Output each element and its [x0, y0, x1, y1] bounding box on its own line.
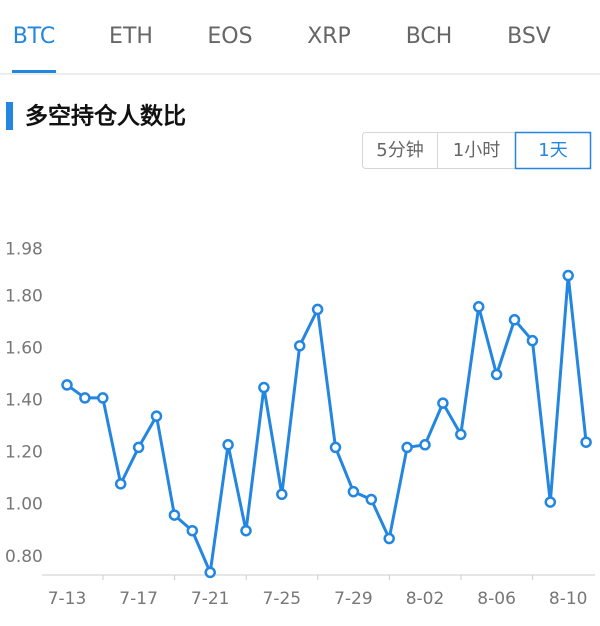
data-point — [258, 381, 270, 394]
tab-indicator — [12, 70, 56, 73]
data-point — [580, 436, 592, 448]
data-point — [544, 496, 557, 508]
data-point — [365, 493, 378, 506]
data-point — [329, 441, 342, 454]
data-point — [562, 269, 574, 282]
data-point — [383, 532, 395, 545]
data-point — [204, 566, 216, 579]
x-tick-label: 8-02 — [406, 589, 445, 609]
section-title: 多空持仓人数比 — [25, 103, 186, 130]
x-tick-label: 7-13 — [48, 589, 87, 609]
data-point — [114, 478, 127, 490]
y-tick-label: 1.00 — [5, 495, 43, 515]
data-point — [186, 524, 199, 537]
x-tick-label: 7-21 — [191, 589, 230, 609]
y-tick-label: 1.40 — [5, 391, 43, 411]
data-point — [437, 397, 449, 409]
data-point — [150, 410, 163, 422]
data-point — [79, 392, 91, 404]
button-active — [514, 131, 592, 170]
range-button[interactable]: 1小时 — [453, 140, 500, 161]
title-marker — [6, 102, 13, 130]
data-point — [97, 392, 109, 404]
range-button[interactable]: 1天 — [538, 140, 567, 161]
tab[interactable]: BTC — [13, 24, 56, 49]
data-point — [508, 314, 521, 326]
tab[interactable]: XRP — [307, 24, 351, 49]
data-point — [222, 439, 234, 451]
data-point — [455, 428, 467, 441]
range-button[interactable]: 5分钟 — [376, 140, 423, 161]
data-point — [240, 524, 252, 537]
data-point — [419, 439, 431, 451]
x-tick-label: 8-06 — [477, 589, 516, 609]
x-tick-label: 7-29 — [334, 589, 373, 609]
data-point — [168, 509, 181, 521]
data-point — [311, 303, 324, 316]
data-line — [66, 274, 588, 574]
y-tick-label: 1.20 — [5, 443, 43, 463]
tab[interactable]: BSV — [507, 24, 551, 49]
x-tick-label: 7-17 — [119, 589, 158, 609]
tab[interactable]: EOS — [207, 24, 252, 49]
tab[interactable]: BCH — [406, 24, 453, 49]
x-tick-label: 8-10 — [549, 589, 588, 609]
data-point — [490, 368, 503, 381]
data-point — [526, 334, 539, 347]
y-tick-label: 1.80 — [5, 286, 43, 306]
tab[interactable]: ETH — [109, 24, 153, 49]
x-tick-label: 7-25 — [263, 589, 302, 609]
data-point — [276, 488, 288, 501]
y-tick-label: 1.60 — [5, 338, 43, 358]
data-point — [347, 485, 360, 498]
data-point — [472, 301, 485, 313]
y-tick-label: 0.80 — [5, 547, 43, 567]
data-point — [401, 441, 413, 454]
data-point — [293, 340, 306, 352]
data-point — [132, 441, 145, 454]
y-tick-label: 1.98 — [5, 240, 43, 260]
data-point — [61, 379, 73, 391]
